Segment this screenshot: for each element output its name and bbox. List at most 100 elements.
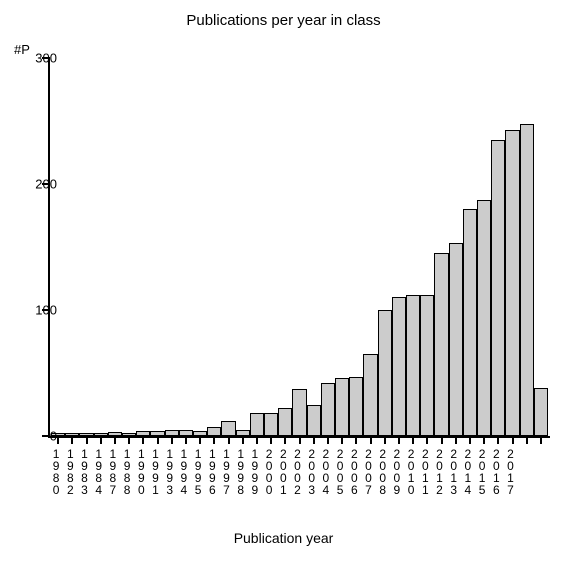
- plot-area: [48, 58, 550, 438]
- x-tick: [512, 436, 514, 444]
- y-tick-label: 0: [50, 429, 57, 444]
- x-tick: [441, 436, 443, 444]
- bar: [505, 130, 519, 436]
- x-tick-label: 1994: [178, 448, 190, 496]
- x-tick-label: 1998: [235, 448, 247, 496]
- chart-title: Publications per year in class: [0, 12, 567, 29]
- x-tick: [469, 436, 471, 444]
- x-tick-label: 1984: [93, 448, 105, 496]
- bar: [307, 405, 321, 437]
- x-tick: [213, 436, 215, 444]
- y-axis-label: #P: [14, 42, 30, 57]
- x-tick: [199, 436, 201, 444]
- x-tick: [355, 436, 357, 444]
- x-tick-label: 1990: [135, 448, 147, 496]
- x-tick: [483, 436, 485, 444]
- x-tick: [384, 436, 386, 444]
- x-tick: [455, 436, 457, 444]
- bar: [463, 209, 477, 436]
- x-tick-label: 2001: [277, 448, 289, 496]
- x-tick: [71, 436, 73, 444]
- bar: [321, 383, 335, 436]
- bar: [335, 378, 349, 436]
- bar: [477, 200, 491, 436]
- bar: [449, 243, 463, 436]
- x-tick: [526, 436, 528, 444]
- y-tick-label: 100: [35, 303, 57, 318]
- x-tick: [341, 436, 343, 444]
- bar: [420, 295, 434, 436]
- bar: [378, 310, 392, 436]
- x-tick-label: 2005: [334, 448, 346, 496]
- x-tick-label: 1996: [206, 448, 218, 496]
- bar: [207, 427, 221, 436]
- x-tick-label: 2009: [391, 448, 403, 496]
- x-tick-label: 2016: [490, 448, 502, 496]
- x-tick: [57, 436, 59, 444]
- bar: [264, 413, 278, 436]
- bar: [278, 408, 292, 436]
- x-tick: [114, 436, 116, 444]
- x-tick: [327, 436, 329, 444]
- x-tick-label: 1988: [121, 448, 133, 496]
- x-tick: [142, 436, 144, 444]
- x-tick-label: 2000: [263, 448, 275, 496]
- x-tick-label: 2010: [405, 448, 417, 496]
- x-tick-label: 1999: [249, 448, 261, 496]
- bar: [406, 295, 420, 436]
- bar: [434, 253, 448, 436]
- x-tick: [256, 436, 258, 444]
- chart-container: Publications per year in class #P Public…: [0, 0, 567, 567]
- y-tick-label: 300: [35, 51, 57, 66]
- x-tick-label: 2013: [448, 448, 460, 496]
- x-tick-label: 2006: [348, 448, 360, 496]
- x-tick: [100, 436, 102, 444]
- x-tick-label: 2014: [462, 448, 474, 496]
- x-tick-label: 2002: [292, 448, 304, 496]
- x-tick: [242, 436, 244, 444]
- x-tick: [128, 436, 130, 444]
- x-tick: [284, 436, 286, 444]
- bar: [534, 388, 548, 436]
- x-tick: [270, 436, 272, 444]
- bar: [363, 354, 377, 436]
- x-tick-label: 2007: [363, 448, 375, 496]
- x-tick: [185, 436, 187, 444]
- x-tick-label: 1987: [107, 448, 119, 496]
- x-tick: [426, 436, 428, 444]
- x-tick: [370, 436, 372, 444]
- x-tick-label: 1982: [64, 448, 76, 496]
- x-axis-title: Publication year: [0, 530, 567, 546]
- x-tick-label: 2017: [505, 448, 517, 496]
- x-tick-label: 1997: [221, 448, 233, 496]
- bar: [349, 377, 363, 436]
- x-tick: [299, 436, 301, 444]
- bar: [221, 421, 235, 436]
- y-tick-label: 200: [35, 177, 57, 192]
- bar: [250, 413, 264, 436]
- x-tick-label: 2012: [434, 448, 446, 496]
- x-tick-label: 1991: [150, 448, 162, 496]
- x-tick: [398, 436, 400, 444]
- x-tick: [157, 436, 159, 444]
- x-tick: [412, 436, 414, 444]
- x-tick: [497, 436, 499, 444]
- x-tick-label: 2003: [306, 448, 318, 496]
- x-tick-label: 2004: [320, 448, 332, 496]
- x-tick-label: 1980: [50, 448, 62, 496]
- x-tick-label: 1995: [192, 448, 204, 496]
- x-tick-label: 2011: [419, 448, 431, 496]
- bar: [520, 124, 534, 436]
- x-tick-label: 2015: [476, 448, 488, 496]
- x-tick-label: 2008: [377, 448, 389, 496]
- x-tick-label: 1983: [79, 448, 91, 496]
- x-tick: [171, 436, 173, 444]
- x-tick: [540, 436, 542, 444]
- bar: [392, 297, 406, 436]
- x-tick: [86, 436, 88, 444]
- x-tick: [228, 436, 230, 444]
- bar: [292, 389, 306, 436]
- x-tick-label: 1993: [164, 448, 176, 496]
- bar: [491, 140, 505, 436]
- x-tick: [313, 436, 315, 444]
